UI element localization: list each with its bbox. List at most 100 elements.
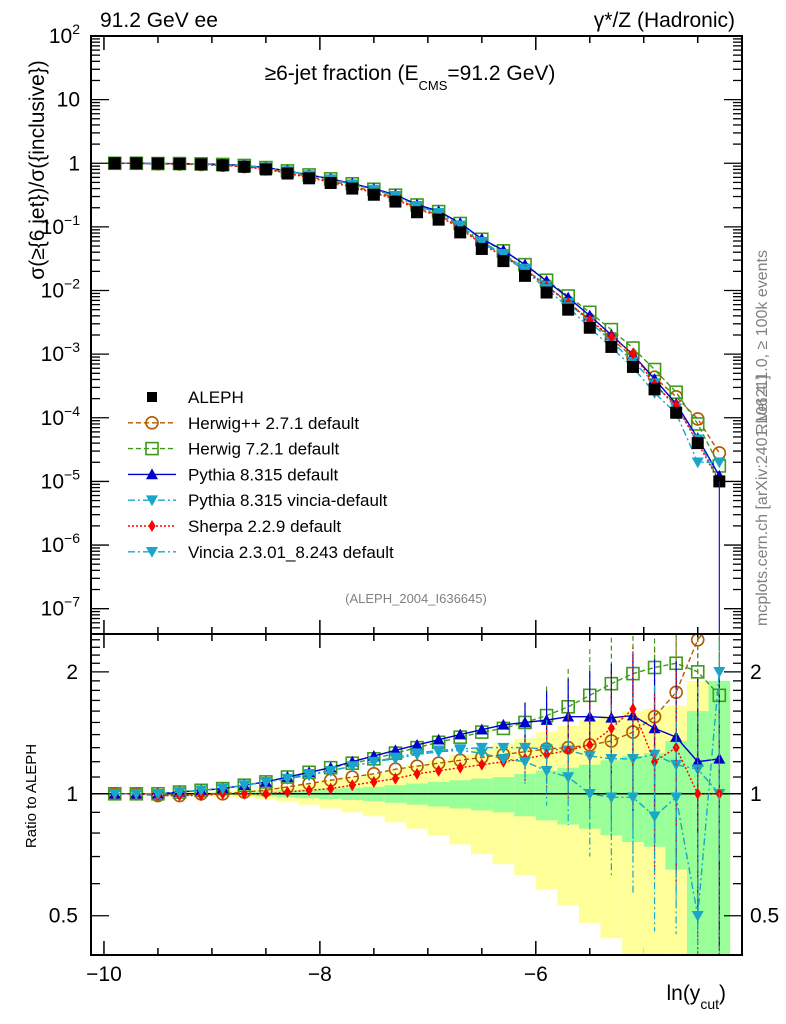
series-aleph-point [281,167,294,180]
series-pythia-8-315-default-ratio-point [540,714,553,725]
y-tick-mantissa: 10 [41,534,64,557]
series-aleph-point [259,163,272,176]
series-sherpa-2-2-9-default-ratio-point [435,764,443,777]
legend-marker [146,468,158,480]
series-vincia-2-3-01-8-243-default-ratio-point [562,772,575,784]
legend-marker [148,520,156,532]
series-vincia-2-3-01-8-243-default-ratio-point [475,748,488,760]
series-vincia-2-3-01-8-243-default-ratio-point [130,788,143,800]
y-tick-label: 10 [57,89,80,112]
ratio-frame [90,633,743,956]
legend-marker [145,415,159,430]
series-aleph-point [389,195,402,208]
x-tick-label: −6 [524,963,548,986]
legend-label: Herwig 7.2.1 default [188,440,339,459]
legend-label: Vincia 2.3.01_8.243 default [188,543,394,562]
main-title-sub: CMS [419,78,448,93]
series-pythia-8-315-default-ratio-point [411,738,424,750]
band-inner [492,777,515,813]
legend-label: ALEPH [188,388,244,407]
series-vincia-2-3-01-8-243-default-ratio-point [151,788,164,800]
x-axis-label-main: ln(y [666,982,700,1005]
main-title-tail: =91.2 GeV) [447,62,555,85]
series-vincia-2-3-01-8-243-default-ratio-point [605,792,618,804]
series-aleph-point [562,303,575,316]
series-sherpa-2-2-9-default-ratio-point [478,758,486,771]
ratio-tick-label-right: 1 [750,783,762,806]
legend-label: Pythia 8.315 default [188,465,339,484]
legend-marker [146,495,158,507]
x-tick-label: −10 [86,963,122,986]
series-sherpa-2-2-9-default-point [607,330,615,343]
y-tick-mantissa: 10 [49,25,72,48]
series-sherpa-2-2-9-default-ratio-point [542,748,551,761]
main-title-main: ≥6-jet fraction (E [265,62,419,85]
series-pythia-8-315-default-ratio-point [454,728,467,740]
series-sherpa-2-2-9-default-ratio-line [114,707,720,797]
series-sherpa-2-2-9-default-ratio-point [240,787,248,800]
y-tick-exponent: −2 [64,276,80,292]
legend-marker-square [147,392,157,402]
series-vincia-2-3-01-8-243-default-ratio-point [583,788,596,800]
uncertainty-bands [103,680,731,955]
y-tick-label: 10−3 [41,339,81,366]
y-tick-label: 10−7 [41,594,81,621]
y-tick-mantissa: 10 [57,89,80,112]
series-aleph-point [691,437,704,450]
x-axis-label: ln(ycut) [666,982,726,1012]
legend-label: Sherpa 2.2.9 default [188,517,341,536]
series-vincia-2-3-01-8-243-default-ratio-point [540,765,553,777]
series-vincia-2-3-01-8-243-default-ratio-point [303,769,316,780]
series-sherpa-2-2-9-default-ratio-point [629,702,637,715]
series-herwig-7-2-1-default-point [690,417,705,431]
series-pythia-8-315-default-ratio-point [497,718,510,730]
legend: ALEPH Herwig++ 2.7.1 default Herwig 7.2.1 … [128,388,394,562]
legend-marker-icon [145,441,159,456]
series-aleph-point [108,157,121,170]
series-sherpa-2-2-9-default-ratio-point [370,775,378,788]
ratio-panel: −10 −8 −6 0.5 0.5 1 1 2 2 [49,633,779,986]
series-vincia-2-3-01-8-243-default-point [713,457,726,469]
series-sherpa-2-2-9-default-ratio-point [391,772,400,785]
series-vincia-2-3-01-8-243-default-ratio-point [713,667,726,678]
series-vincia-2-3-01-8-243-default-ratio-point [346,761,359,773]
series-vincia-2-3-01-8-243-default-ratio-point [691,910,704,922]
legend-item: Herwig 7.2.1 default [128,440,339,459]
legend-item: Pythia 8.315 default [128,465,339,484]
legend-marker-icon [145,415,159,430]
series-aleph-point [454,226,467,239]
main-title: ≥6-jet fraction (ECMS=91.2 GeV) [265,62,556,93]
series-vincia-2-3-01-8-243-default-line [114,162,720,463]
series-aleph-point [151,157,164,170]
series-pythia-8-315-default-ratio-point [691,755,704,767]
side-text-rivet: Rivet 4.1.0, ≥ 100k events [754,250,771,435]
series-aleph-point [475,242,488,255]
x-tick-label: −8 [308,963,332,986]
y-tick-label: 10−1 [41,212,81,239]
y-tick-label: 10−5 [41,466,81,493]
series-pythia-8-315-vincia-default-ratio-point [497,742,510,754]
legend-label: Pythia 8.315 vincia-default [188,491,388,510]
y-tick-mantissa: 10 [41,407,64,430]
series-aleph-point [195,158,208,171]
series-sherpa-2-2-9-default-ratio-point [456,761,464,774]
y-tick-exponent: −1 [64,212,80,228]
series-sherpa-2-2-9-default-ratio-point [607,722,615,735]
series-vincia-2-3-01-8-243-default-ratio-point [173,787,186,799]
series-vincia-2-3-01-8-243-default-point [432,208,445,220]
x-axis-label-tail: ) [719,982,726,1005]
series-pythia-8-315-vincia-default-ratio-point [691,764,704,776]
series-aleph-point [605,340,618,353]
legend-marker-icon [146,495,158,507]
series-pythia-8-315-default-ratio-point [519,716,531,728]
series-vincia-2-3-01-8-243-default-ratio-point [411,749,424,761]
series-vincia-2-3-01-8-243-default-ratio-point [238,780,251,792]
series-aleph-point [324,176,337,189]
series-aleph-point [303,172,316,185]
series-aleph-point [238,160,251,173]
series-aleph-point [519,269,531,282]
legend-item: Sherpa 2.2.9 default [128,517,341,536]
band-inner [514,773,536,817]
header-right: γ*/Z (Hadronic) [594,9,735,32]
